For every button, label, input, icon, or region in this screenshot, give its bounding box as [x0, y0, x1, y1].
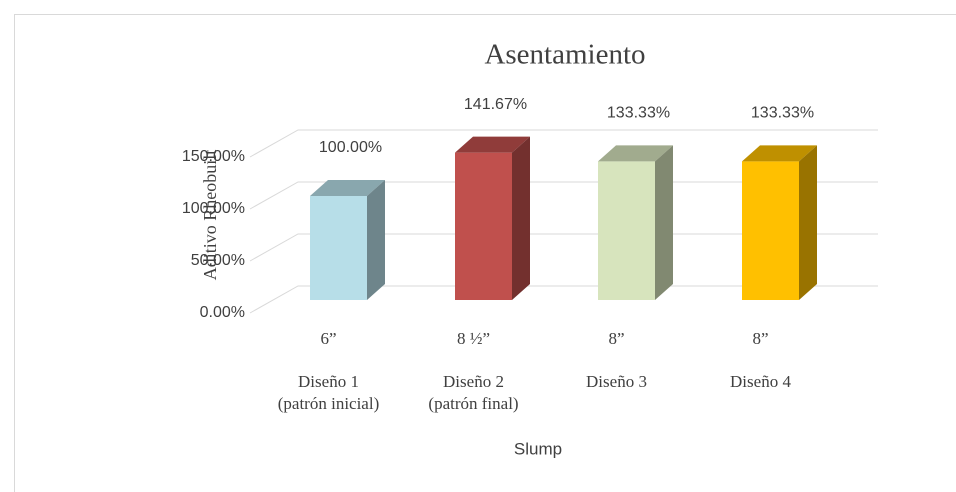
y-tick-label: 0.00% [200, 304, 245, 321]
x-tick-label: Diseño 1 [298, 372, 359, 391]
value-label: 133.33% [751, 105, 814, 122]
bar-top [742, 145, 817, 162]
x-tick-label: 8 ½” [457, 329, 490, 348]
grid-line [249, 233, 878, 262]
bar-side [367, 180, 385, 300]
y-tick-label: 150.00% [182, 148, 245, 165]
x-tick-label: 6” [320, 329, 336, 348]
x-tick-label: 8” [752, 329, 768, 348]
x-tick-label: Diseño 2 [443, 372, 504, 391]
chart-title: Asentamiento [484, 39, 645, 71]
bar-side [655, 145, 673, 300]
grid-line [249, 129, 878, 158]
chart-frame [14, 14, 956, 492]
y-axis-label: Aditivo Rheobuilt [200, 150, 220, 281]
bar [742, 161, 799, 300]
x-tick-label: (patrón inicial) [278, 394, 380, 413]
bar-side [799, 145, 817, 300]
x-tick-label: Diseño 3 [586, 372, 647, 391]
y-tick-label: 50.00% [191, 252, 245, 269]
x-axis-label: Slump [514, 439, 562, 458]
grid-line [249, 181, 878, 210]
value-label: 100.00% [319, 139, 382, 156]
bar-side [512, 136, 530, 300]
bar-top [598, 145, 673, 162]
value-label: 141.67% [464, 96, 527, 113]
bar [310, 196, 367, 300]
bar-top [310, 180, 385, 196]
y-tick-label: 100.00% [182, 200, 245, 217]
x-tick-label: 8” [608, 329, 624, 348]
bar-top [455, 136, 530, 153]
bar [455, 152, 512, 300]
x-tick-label: Diseño 4 [730, 372, 791, 391]
bar [598, 161, 655, 300]
grid-line [249, 285, 878, 314]
x-tick-label: (patrón final) [428, 394, 518, 413]
value-label: 133.33% [607, 105, 670, 122]
